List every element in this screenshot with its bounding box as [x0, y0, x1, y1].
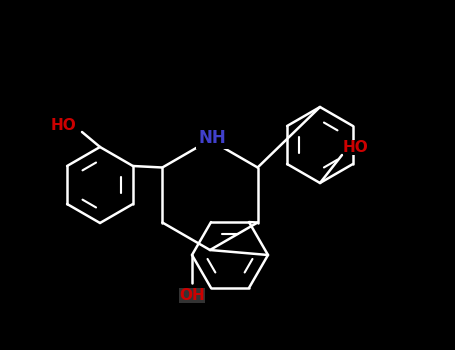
- Text: HO: HO: [343, 140, 369, 154]
- Text: HO: HO: [51, 119, 77, 133]
- Text: OH: OH: [179, 287, 205, 302]
- Text: NH: NH: [198, 129, 226, 147]
